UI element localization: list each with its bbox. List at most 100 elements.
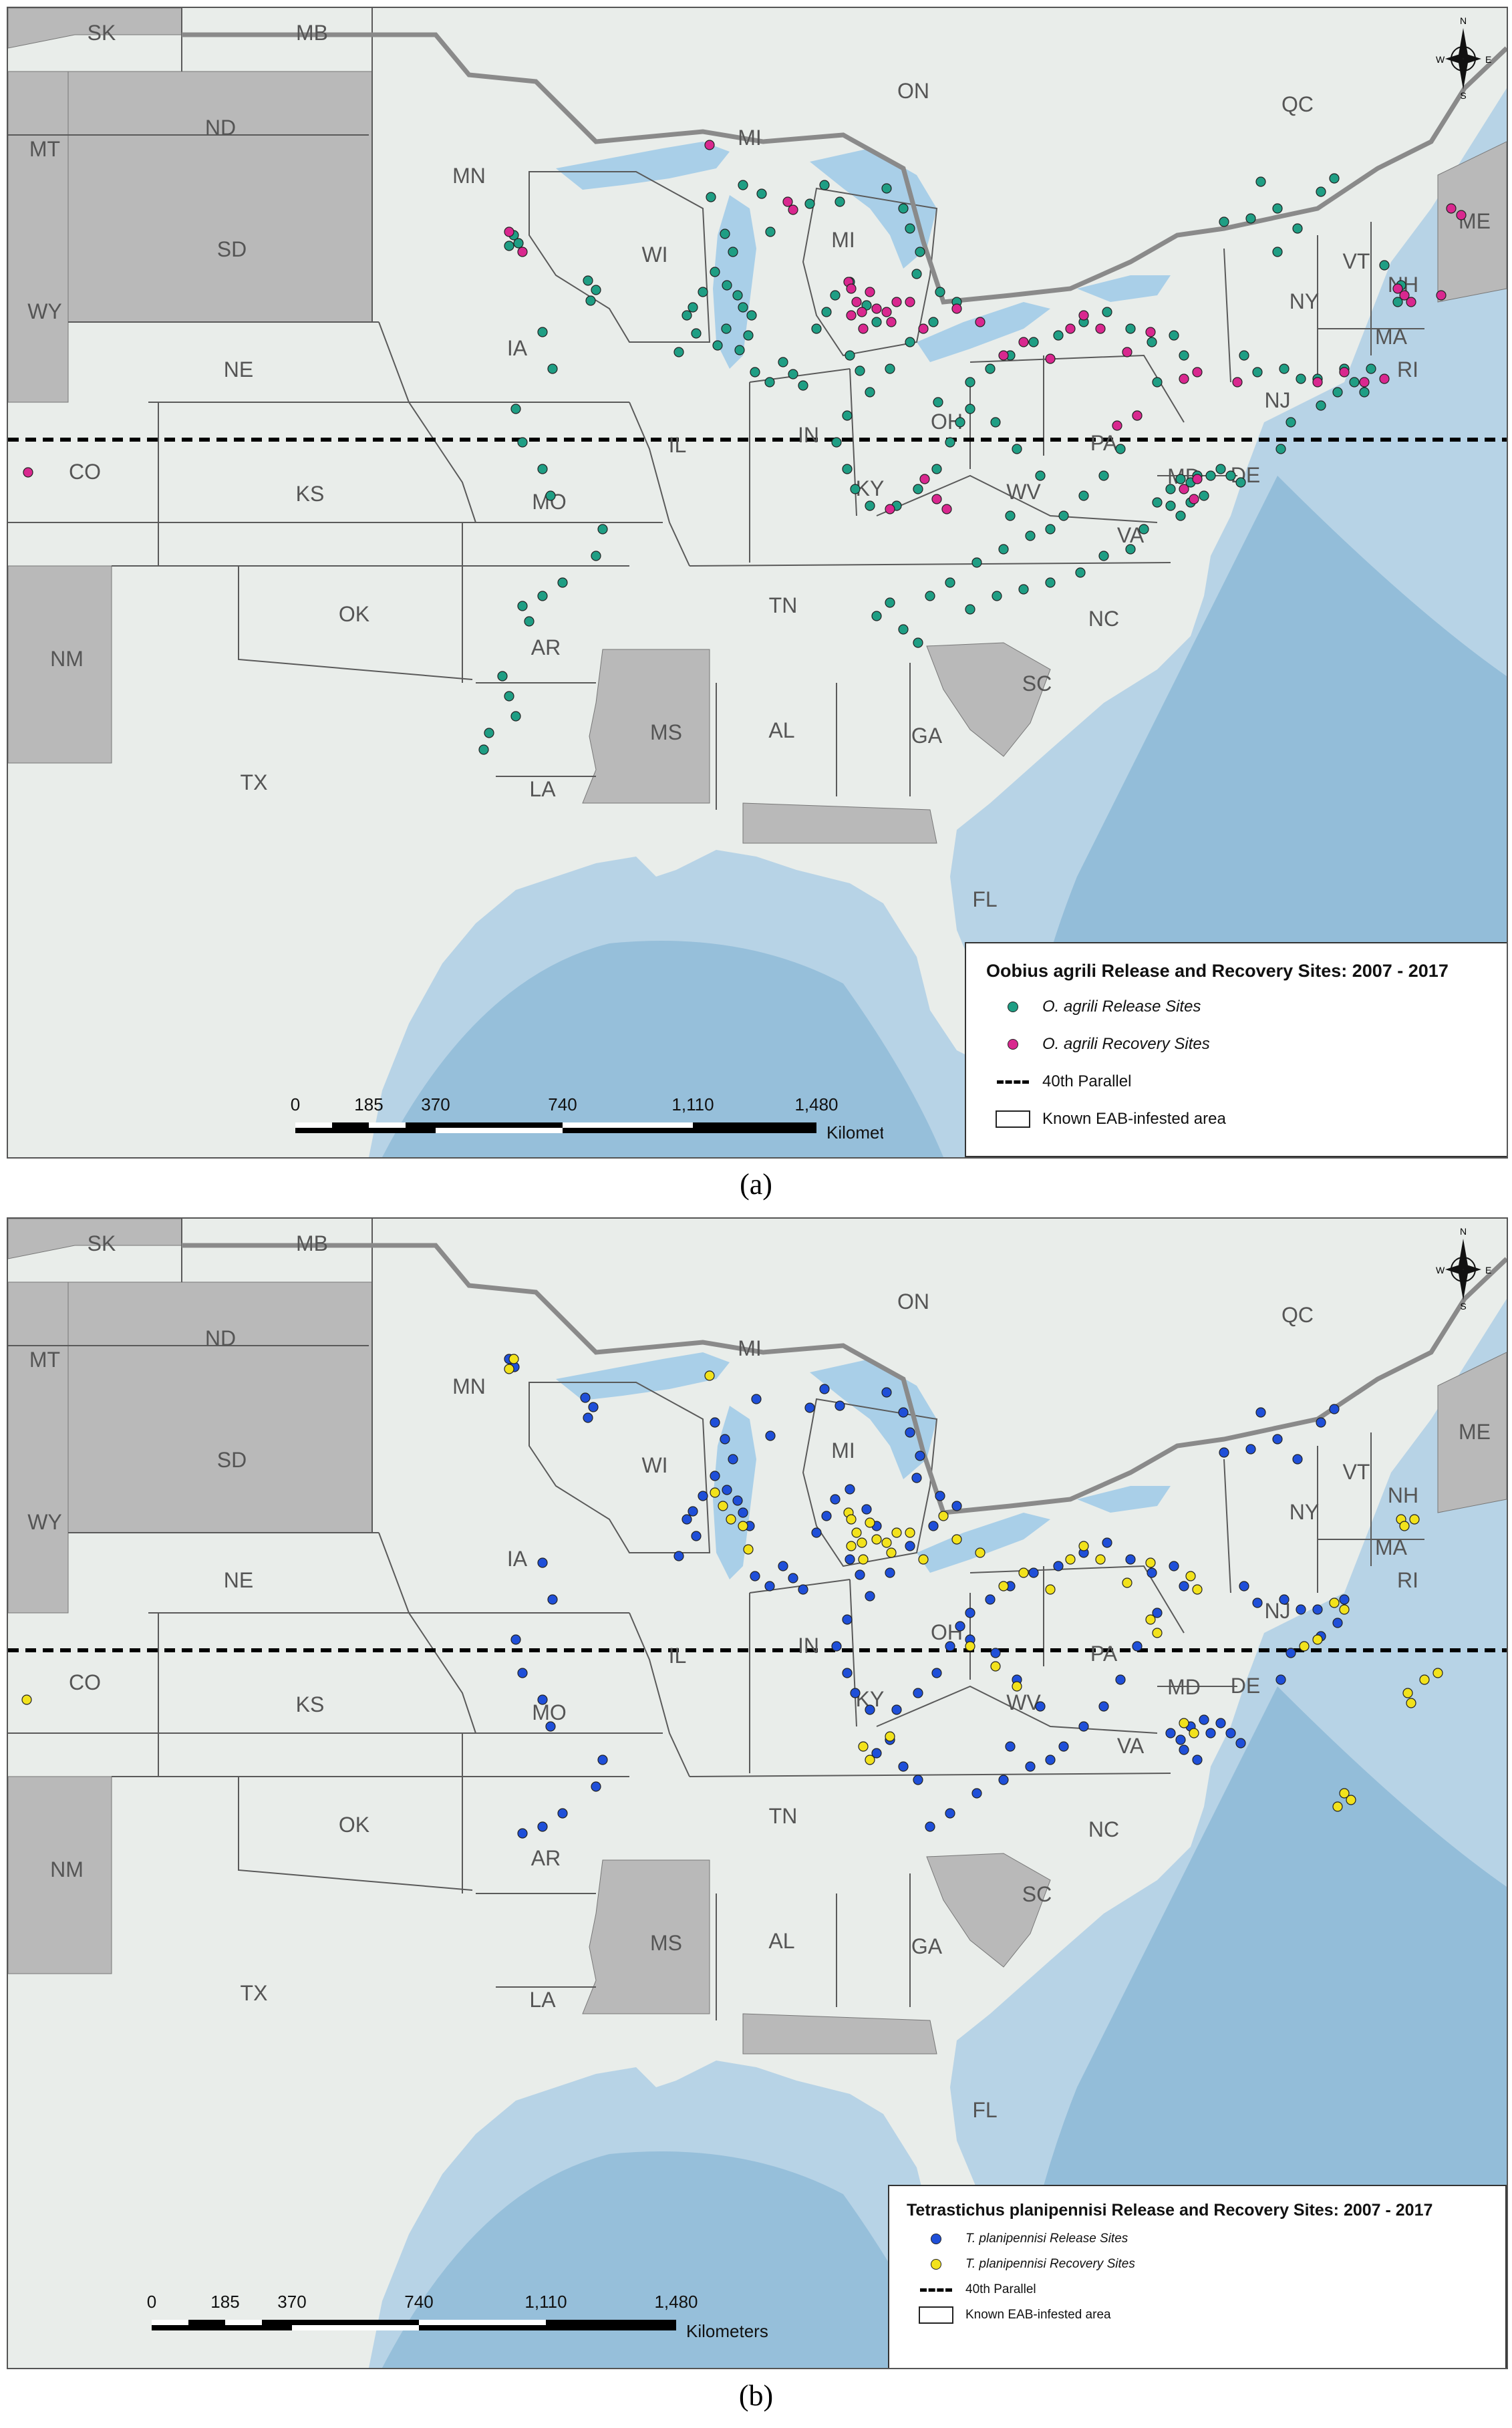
recovery-site-marker	[1065, 323, 1076, 334]
release-site-marker	[1272, 247, 1283, 257]
recovery-site-marker	[1402, 1688, 1413, 1698]
state-label: NE	[224, 357, 253, 382]
recovery-site-marker	[919, 474, 930, 484]
release-site-marker	[1045, 577, 1056, 588]
recovery-site-marker	[1095, 1554, 1106, 1565]
release-site-marker	[545, 1721, 556, 1732]
caption-b: (b)	[738, 2379, 774, 2412]
release-site-marker	[992, 591, 1002, 601]
release-site-marker	[861, 1504, 872, 1515]
release-site-marker	[1255, 176, 1266, 187]
release-site-marker	[510, 404, 521, 414]
release-site-marker	[945, 437, 955, 448]
state-label: KS	[296, 1692, 325, 1716]
recovery-site-marker	[1359, 377, 1370, 388]
release-site-marker	[835, 196, 845, 207]
release-site-marker	[830, 290, 841, 301]
release-site-marker	[1179, 350, 1189, 361]
release-site-marker	[1379, 260, 1390, 271]
caption-a: (a)	[740, 1168, 772, 1201]
release-site-marker	[1316, 186, 1326, 197]
release-site-marker	[738, 1507, 748, 1518]
release-site-marker	[1219, 216, 1229, 227]
release-site-marker	[1125, 323, 1136, 334]
release-site-marker	[881, 183, 892, 194]
state-border	[629, 1612, 690, 1777]
state-label: VA	[1117, 1734, 1145, 1758]
release-site-marker	[965, 404, 975, 414]
recovery-site-marker	[743, 1544, 754, 1555]
release-site-marker	[764, 1581, 775, 1591]
scale-bar-b: 0 185 370 740 1,110 1,480 Kilometers	[138, 2288, 820, 2359]
state-label: AL	[768, 1929, 794, 1953]
release-site-marker	[1152, 497, 1163, 508]
release-site-marker	[1078, 1721, 1089, 1732]
recovery-site-marker	[504, 226, 514, 237]
release-site-marker	[1169, 330, 1179, 341]
release-site-marker	[1272, 1434, 1283, 1445]
state-label: OK	[339, 602, 369, 626]
state-border	[528, 171, 711, 343]
release-site-marker	[597, 1755, 608, 1765]
area-box-icon	[919, 2306, 953, 2324]
state-label: NY	[1290, 1500, 1319, 1524]
release-site-marker	[504, 241, 514, 251]
state-label: SK	[88, 21, 116, 45]
release-site-marker	[545, 490, 556, 501]
recovery-site-marker	[1339, 1788, 1350, 1799]
recovery-site-marker	[886, 317, 897, 327]
release-site-marker	[720, 1434, 730, 1445]
state-label: VT	[1343, 1460, 1370, 1484]
state-border	[689, 1773, 1171, 1777]
svg-text:740: 740	[548, 1094, 577, 1114]
release-site-marker	[710, 1471, 720, 1481]
svg-text:370: 370	[421, 1094, 450, 1114]
release-site-marker	[885, 1567, 895, 1578]
legend-title: Oobius agrili Release and Recovery Sites…	[986, 961, 1449, 981]
state-label: SK	[88, 1231, 116, 1255]
recovery-site-marker	[1179, 1718, 1189, 1728]
recovery-site-marker	[1379, 373, 1390, 384]
svg-text:370: 370	[277, 2292, 306, 2312]
release-site-marker	[804, 1402, 815, 1413]
release-site-marker	[898, 1407, 909, 1418]
release-site-marker	[721, 323, 732, 334]
svg-text:1,110: 1,110	[524, 2292, 567, 2312]
release-site-marker	[1219, 1447, 1229, 1458]
state-label: IL	[669, 1644, 687, 1668]
map-canvas-b: SK MBONQCMTNDSDWYNECOKSOKNMTXMNIAMOARLAWI…	[8, 1219, 1507, 2368]
legend-title: Tetrastichus planipennisi Release and Re…	[907, 2201, 1433, 2220]
state-border	[1223, 248, 1231, 383]
release-site-marker	[835, 1400, 845, 1411]
recovery-site-marker	[931, 494, 942, 504]
release-site-marker	[591, 285, 601, 295]
release-site-marker	[998, 544, 1009, 555]
release-site-marker	[712, 340, 723, 351]
release-site-marker	[1292, 223, 1303, 234]
state-label: GA	[911, 724, 943, 748]
release-site-marker	[1179, 1744, 1189, 1755]
recovery-site-marker	[885, 504, 895, 514]
release-site-marker	[905, 337, 915, 347]
release-site-marker	[1102, 307, 1112, 317]
release-site-marker	[1165, 500, 1176, 511]
state-label: MO	[532, 1700, 567, 1724]
release-dot-icon	[1008, 1002, 1018, 1012]
recovery-site-marker	[1078, 1541, 1089, 1551]
recovery-site-marker	[941, 504, 952, 514]
release-site-marker	[1098, 1701, 1109, 1712]
recovery-site-marker	[1312, 377, 1323, 388]
release-site-marker	[537, 327, 548, 337]
release-site-marker	[1225, 470, 1236, 481]
state-label: MT	[29, 137, 60, 161]
release-site-marker	[764, 377, 775, 388]
state-label: NH	[1388, 1483, 1418, 1507]
release-site-marker	[1199, 1714, 1209, 1725]
state-label: TN	[769, 593, 798, 617]
release-site-marker	[850, 1688, 861, 1698]
release-site-marker	[1332, 1618, 1343, 1628]
recovery-site-marker	[508, 1354, 519, 1364]
state-label: ND	[205, 1326, 236, 1350]
recovery-site-marker	[1339, 1604, 1350, 1615]
recovery-site-marker	[881, 307, 892, 317]
